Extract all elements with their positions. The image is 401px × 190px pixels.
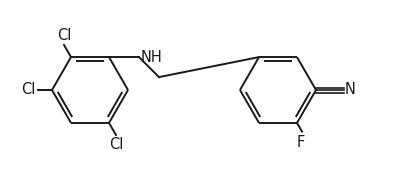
Text: Cl: Cl	[22, 82, 36, 97]
Text: Cl: Cl	[57, 28, 71, 43]
Text: NH: NH	[141, 50, 163, 65]
Text: Cl: Cl	[109, 137, 123, 152]
Text: N: N	[345, 82, 356, 97]
Text: F: F	[297, 135, 305, 150]
